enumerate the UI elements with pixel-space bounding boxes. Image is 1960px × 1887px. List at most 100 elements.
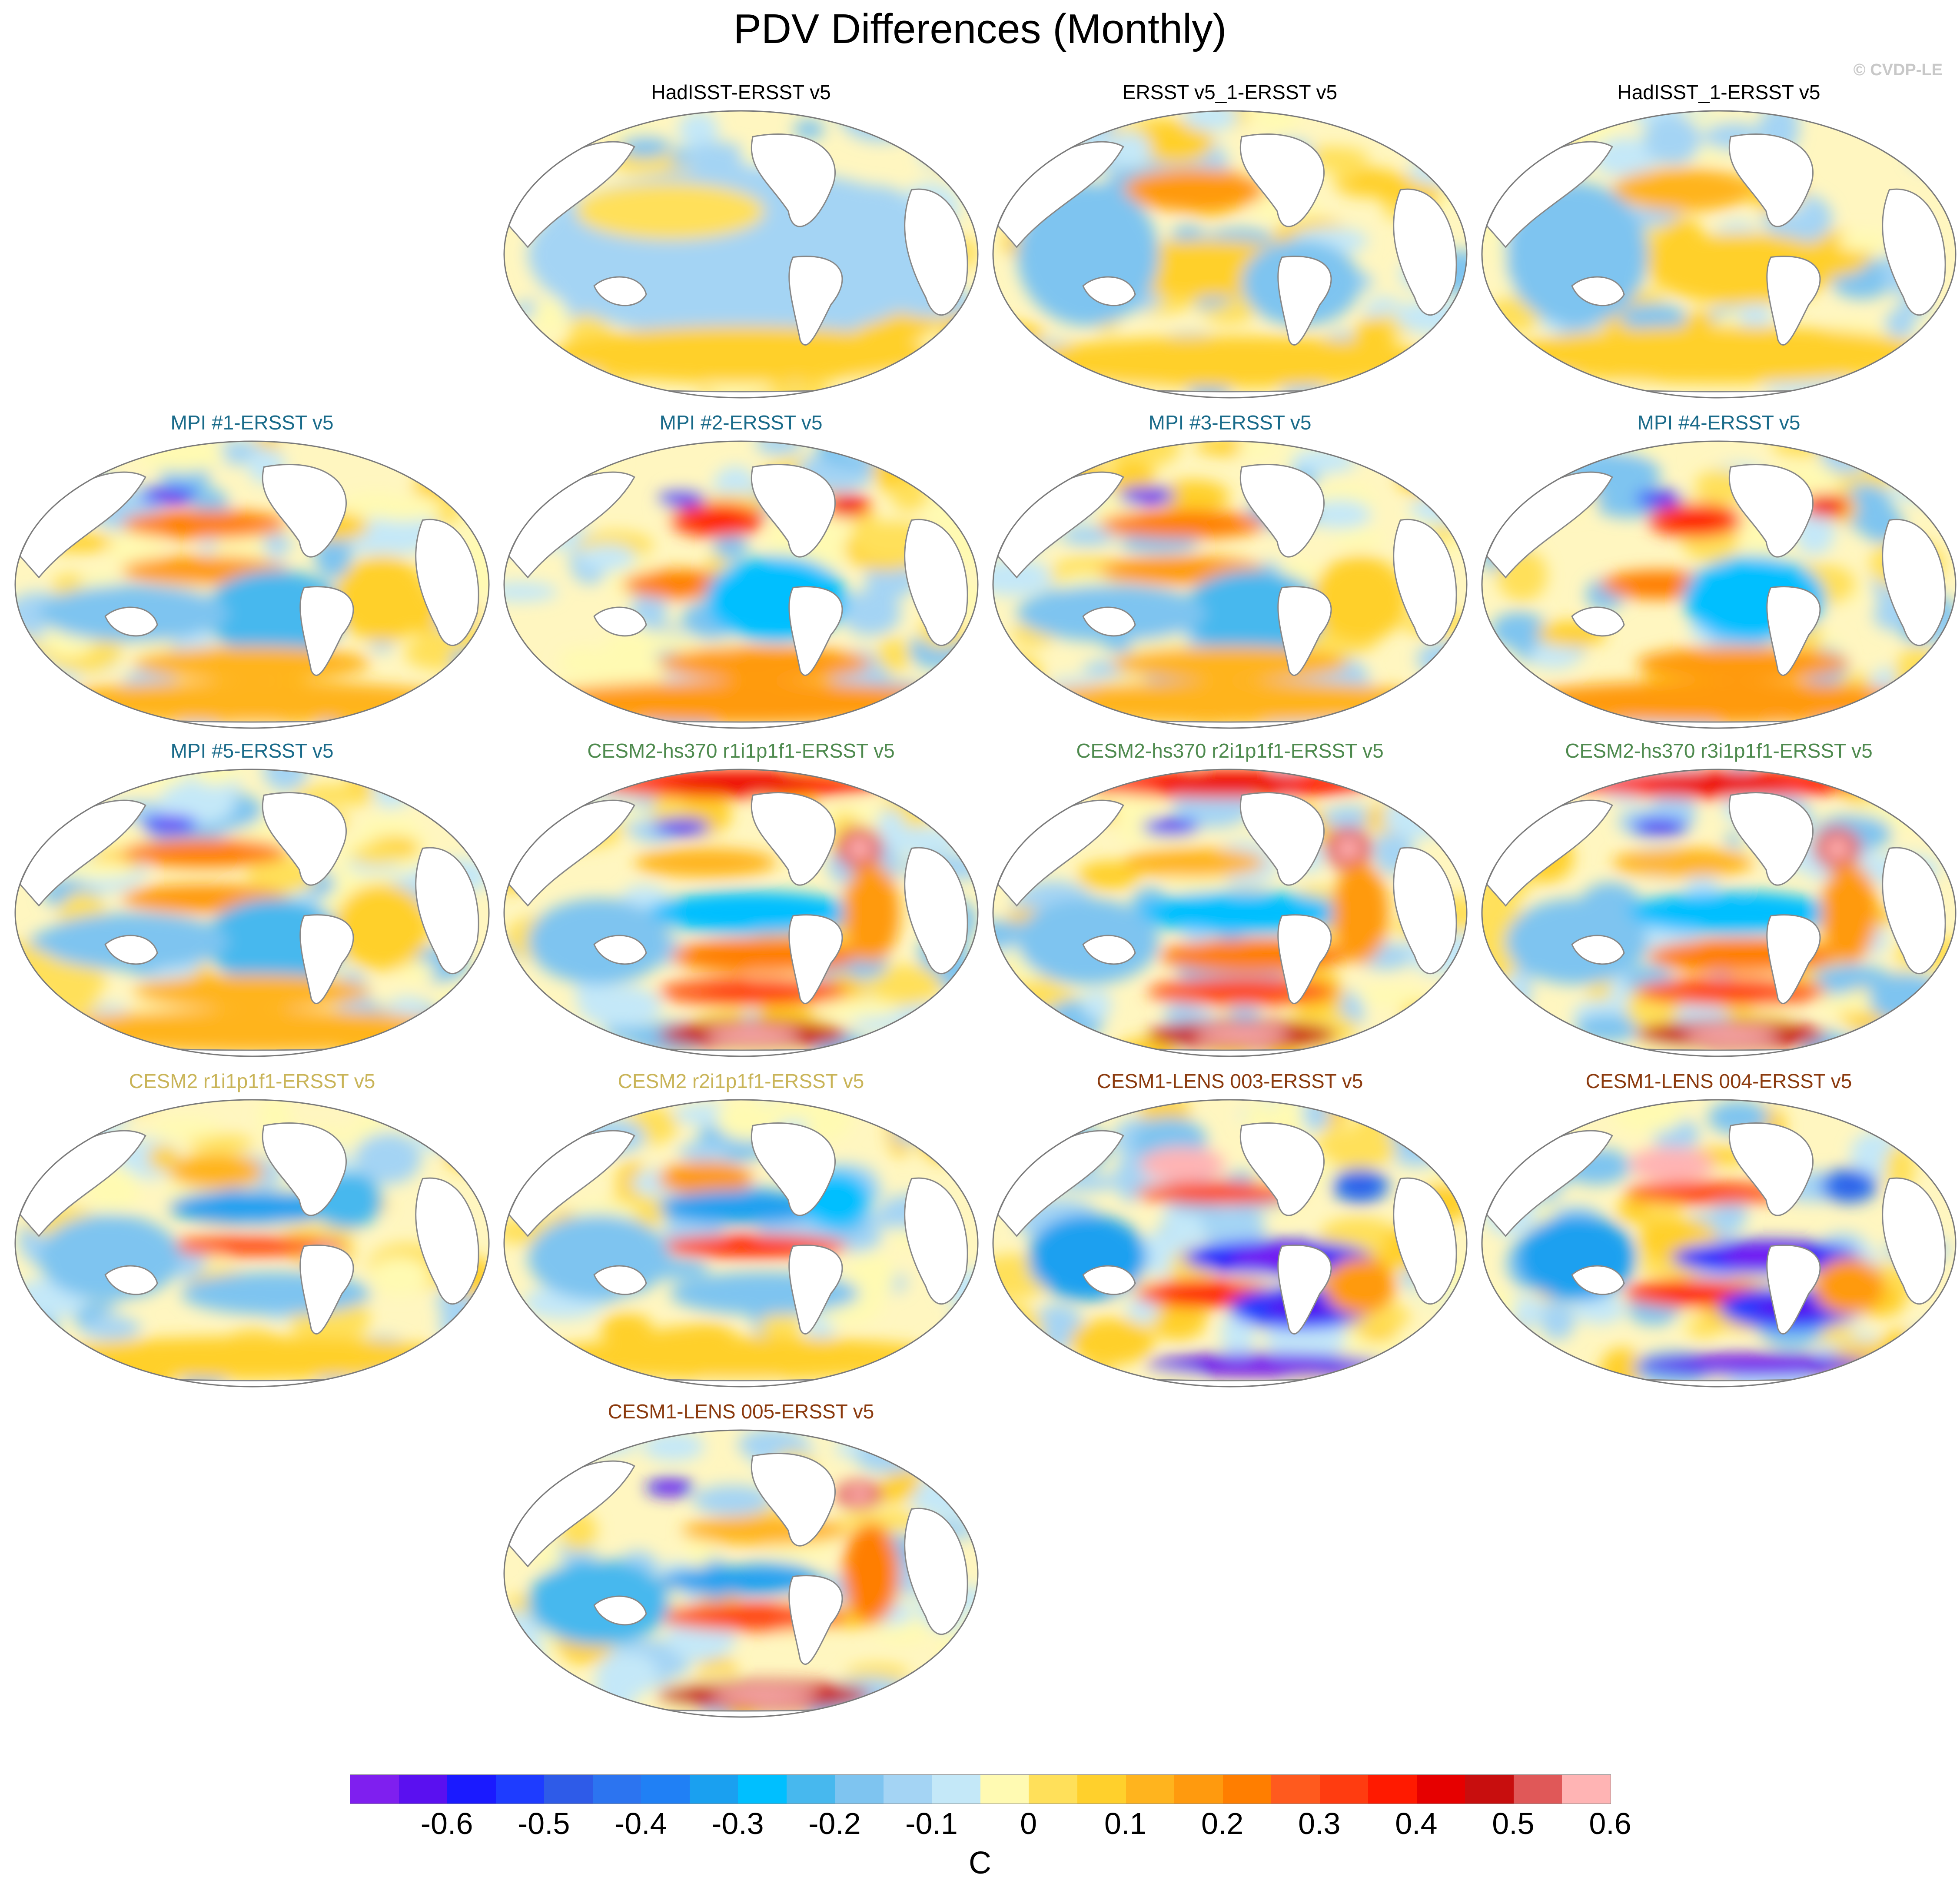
anomaly-blob [1428, 712, 1467, 728]
map-border [992, 1099, 1468, 1388]
anomaly-blob [504, 1430, 541, 1456]
panel-title: CESM1-LENS 005-ERSST v5 [608, 1400, 874, 1423]
anomaly-field [504, 441, 978, 728]
land-mass [1766, 914, 1821, 1004]
land-mass [1728, 133, 1814, 227]
land-mass [1882, 1177, 1946, 1305]
anomaly-core [705, 1240, 801, 1252]
anomaly-blob [462, 1148, 489, 1171]
anomaly-blob [877, 1481, 907, 1504]
land-mass [1393, 847, 1457, 975]
anomaly-core [847, 837, 871, 859]
panel-title: CESM2-hs370 r1i1p1f1-ERSST v5 [587, 739, 895, 762]
anomaly-blob [1034, 1355, 1066, 1378]
land-mass [1766, 586, 1821, 676]
colorbar-swatch [835, 1775, 884, 1804]
anomaly-blob [556, 1433, 638, 1456]
land-mass [1728, 1122, 1814, 1216]
map-border [1481, 1099, 1957, 1388]
anomaly-blob [262, 534, 292, 553]
panel-title: MPI #1-ERSST v5 [170, 411, 334, 434]
anomaly-blob [1157, 480, 1230, 513]
anomaly-feature [1325, 1258, 1396, 1315]
land-mass [751, 1122, 836, 1216]
anomaly-core [155, 819, 183, 829]
anomaly-blob [993, 921, 1034, 949]
anomaly-core [1156, 822, 1185, 831]
colorbar [350, 1774, 1611, 1804]
anomaly-blob [579, 544, 637, 571]
anomaly-blob [1909, 142, 1956, 170]
land-mass [1571, 276, 1625, 306]
anomaly-feature [1505, 681, 1932, 724]
anomaly-core [1176, 1187, 1260, 1199]
anomaly-blob [865, 964, 942, 1006]
anomaly-blob [15, 1040, 47, 1056]
anomaly-core [847, 1488, 871, 1502]
land-mass [1766, 256, 1821, 346]
anomaly-blob [159, 781, 236, 825]
anomaly-blob [1423, 691, 1467, 712]
anomaly-blob [678, 1142, 731, 1161]
anomaly-blob [1399, 111, 1458, 143]
colorbar-tick-label: 0.1 [1104, 1807, 1147, 1840]
colorbar-swatch [1223, 1775, 1272, 1804]
anomaly-blob [1252, 111, 1299, 133]
anomaly-feature [122, 510, 288, 539]
anomaly-blob [1482, 1352, 1551, 1387]
anomaly-core [705, 985, 801, 999]
anomaly-blob [504, 143, 536, 190]
land-mass [299, 914, 354, 1004]
anomaly-blob [412, 476, 467, 498]
land-mass [1728, 792, 1814, 886]
anomaly-core [836, 500, 860, 512]
land-mass [751, 133, 836, 227]
land-mass [1239, 792, 1325, 886]
anomaly-feature [122, 838, 288, 867]
land-mass [1239, 133, 1325, 227]
anomaly-blob [535, 123, 572, 150]
anomaly-feature [39, 1009, 465, 1052]
anomaly-core [1683, 1028, 1778, 1042]
colorbar-swatch [1029, 1775, 1077, 1804]
anomaly-blob [1322, 806, 1382, 829]
panel-title: CESM1-LENS 003-ERSST v5 [1096, 1070, 1363, 1092]
colorbar-swatch [1416, 1775, 1465, 1804]
anomaly-field [504, 111, 978, 398]
map-panel [1481, 110, 1957, 399]
anomaly-blob [952, 1308, 978, 1337]
panel-title: CESM2-hs370 r3i1p1f1-ERSST v5 [1565, 739, 1873, 762]
land-mass [415, 1177, 479, 1305]
anomaly-core [155, 491, 183, 500]
map-panel [992, 1099, 1468, 1388]
anomaly-blob [993, 481, 1042, 505]
anomaly-field [993, 111, 1467, 398]
panel-title: CESM2 r2i1p1f1-ERSST v5 [618, 1070, 864, 1092]
anomaly-feature [39, 1336, 465, 1380]
anomaly-core [1665, 1187, 1749, 1199]
anomaly-blob [535, 111, 580, 132]
anomaly-blob [602, 636, 642, 682]
anomaly-blob [1813, 965, 1890, 989]
anomaly-feature [658, 1566, 824, 1595]
anomaly-blob [504, 464, 550, 498]
colorbar-units: C [969, 1846, 991, 1880]
anomaly-blob [925, 1334, 964, 1365]
anomaly-blob [504, 1111, 573, 1135]
anomaly-core [1133, 491, 1161, 500]
anomaly-field [1482, 769, 1956, 1056]
anomaly-core [670, 494, 694, 503]
anomaly-blob [1392, 775, 1432, 798]
anomaly-blob [530, 1353, 605, 1387]
anomaly-blob [1430, 1351, 1467, 1375]
anomaly-blob [188, 1135, 254, 1153]
land-mass [788, 1575, 843, 1665]
colorbar-tick-label: 0.3 [1298, 1807, 1341, 1840]
land-mass [1277, 914, 1332, 1004]
anomaly-core [670, 776, 812, 791]
map-border [1481, 110, 1957, 399]
anomaly-blob [938, 347, 978, 383]
land-mass [593, 276, 647, 306]
anomaly-blob [1643, 114, 1702, 165]
